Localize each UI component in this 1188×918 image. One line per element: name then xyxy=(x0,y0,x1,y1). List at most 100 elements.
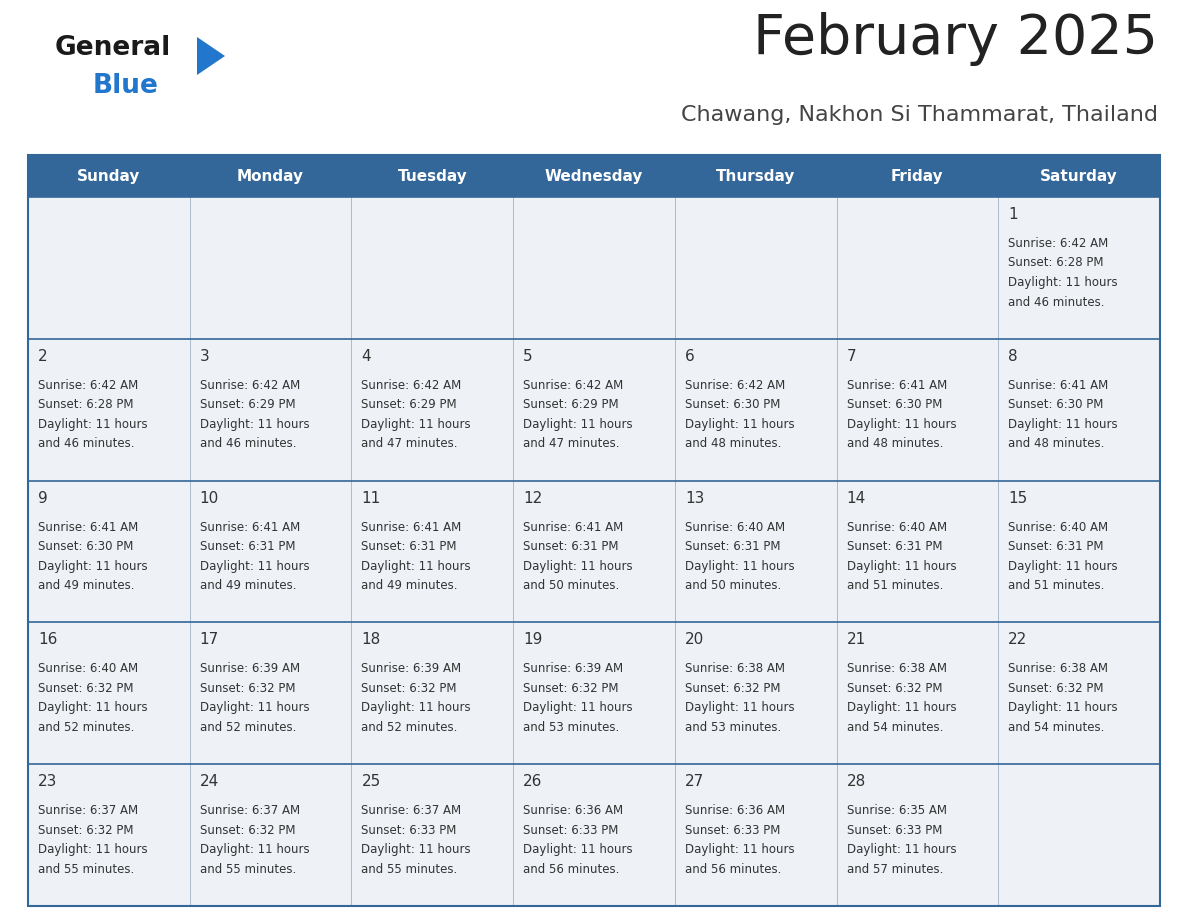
Text: Chawang, Nakhon Si Thammarat, Thailand: Chawang, Nakhon Si Thammarat, Thailand xyxy=(681,105,1158,125)
Bar xyxy=(29,155,1159,906)
Bar xyxy=(675,155,836,197)
Polygon shape xyxy=(197,37,225,75)
Text: Sunset: 6:32 PM: Sunset: 6:32 PM xyxy=(684,682,781,695)
Text: and 52 minutes.: and 52 minutes. xyxy=(361,721,457,733)
Text: Sunrise: 6:42 AM: Sunrise: 6:42 AM xyxy=(684,379,785,392)
Text: and 56 minutes.: and 56 minutes. xyxy=(684,863,782,876)
Text: and 54 minutes.: and 54 minutes. xyxy=(1009,721,1105,733)
Bar xyxy=(513,155,675,197)
Text: Sunset: 6:33 PM: Sunset: 6:33 PM xyxy=(523,823,619,836)
Text: Daylight: 11 hours: Daylight: 11 hours xyxy=(200,844,309,856)
Text: Daylight: 11 hours: Daylight: 11 hours xyxy=(1009,418,1118,431)
Text: 24: 24 xyxy=(200,774,219,789)
Text: Tuesday: Tuesday xyxy=(398,169,467,184)
Text: and 46 minutes.: and 46 minutes. xyxy=(200,437,296,451)
Text: 14: 14 xyxy=(847,490,866,506)
Text: and 57 minutes.: and 57 minutes. xyxy=(847,863,943,876)
Text: Sunset: 6:31 PM: Sunset: 6:31 PM xyxy=(1009,540,1104,554)
Text: Sunset: 6:29 PM: Sunset: 6:29 PM xyxy=(361,398,457,411)
Text: Sunday: Sunday xyxy=(77,169,140,184)
Text: Sunrise: 6:39 AM: Sunrise: 6:39 AM xyxy=(200,663,299,676)
Text: Sunrise: 6:37 AM: Sunrise: 6:37 AM xyxy=(361,804,462,817)
Text: and 53 minutes.: and 53 minutes. xyxy=(684,721,781,733)
Text: Daylight: 11 hours: Daylight: 11 hours xyxy=(684,844,795,856)
Text: and 48 minutes.: and 48 minutes. xyxy=(847,437,943,451)
Text: 9: 9 xyxy=(38,490,48,506)
Text: 17: 17 xyxy=(200,633,219,647)
Text: Daylight: 11 hours: Daylight: 11 hours xyxy=(361,418,472,431)
Text: Sunrise: 6:38 AM: Sunrise: 6:38 AM xyxy=(1009,663,1108,676)
Text: Sunrise: 6:36 AM: Sunrise: 6:36 AM xyxy=(523,804,624,817)
Text: and 50 minutes.: and 50 minutes. xyxy=(523,579,619,592)
Text: Daylight: 11 hours: Daylight: 11 hours xyxy=(523,418,633,431)
Text: Daylight: 11 hours: Daylight: 11 hours xyxy=(1009,701,1118,714)
Text: Daylight: 11 hours: Daylight: 11 hours xyxy=(361,701,472,714)
Text: and 51 minutes.: and 51 minutes. xyxy=(847,579,943,592)
Text: Sunrise: 6:42 AM: Sunrise: 6:42 AM xyxy=(38,379,138,392)
Text: Thursday: Thursday xyxy=(716,169,796,184)
Text: 28: 28 xyxy=(847,774,866,789)
Bar xyxy=(29,764,1159,906)
Text: Daylight: 11 hours: Daylight: 11 hours xyxy=(361,560,472,573)
Text: and 54 minutes.: and 54 minutes. xyxy=(847,721,943,733)
Text: Sunset: 6:32 PM: Sunset: 6:32 PM xyxy=(1009,682,1104,695)
Bar xyxy=(29,155,190,197)
Text: Sunrise: 6:41 AM: Sunrise: 6:41 AM xyxy=(38,521,138,533)
Text: and 47 minutes.: and 47 minutes. xyxy=(523,437,620,451)
Text: Sunrise: 6:42 AM: Sunrise: 6:42 AM xyxy=(1009,237,1108,250)
Text: 23: 23 xyxy=(38,774,57,789)
Text: Sunrise: 6:38 AM: Sunrise: 6:38 AM xyxy=(847,663,947,676)
Text: Sunrise: 6:42 AM: Sunrise: 6:42 AM xyxy=(200,379,299,392)
Text: 3: 3 xyxy=(200,349,209,364)
Text: Sunrise: 6:37 AM: Sunrise: 6:37 AM xyxy=(200,804,299,817)
Text: and 49 minutes.: and 49 minutes. xyxy=(361,579,457,592)
Text: Daylight: 11 hours: Daylight: 11 hours xyxy=(523,844,633,856)
Text: Sunrise: 6:39 AM: Sunrise: 6:39 AM xyxy=(523,663,624,676)
Text: Daylight: 11 hours: Daylight: 11 hours xyxy=(684,418,795,431)
Text: 22: 22 xyxy=(1009,633,1028,647)
Text: Sunset: 6:29 PM: Sunset: 6:29 PM xyxy=(523,398,619,411)
Text: and 55 minutes.: and 55 minutes. xyxy=(361,863,457,876)
Text: Sunset: 6:31 PM: Sunset: 6:31 PM xyxy=(523,540,619,554)
Text: and 56 minutes.: and 56 minutes. xyxy=(523,863,619,876)
Text: 8: 8 xyxy=(1009,349,1018,364)
Text: Sunset: 6:29 PM: Sunset: 6:29 PM xyxy=(200,398,296,411)
Text: 20: 20 xyxy=(684,633,704,647)
Text: 27: 27 xyxy=(684,774,704,789)
Text: Blue: Blue xyxy=(93,73,159,99)
Text: Daylight: 11 hours: Daylight: 11 hours xyxy=(200,560,309,573)
Bar xyxy=(190,155,352,197)
Bar xyxy=(29,622,1159,764)
Text: Daylight: 11 hours: Daylight: 11 hours xyxy=(847,418,956,431)
Text: 7: 7 xyxy=(847,349,857,364)
Text: Sunset: 6:28 PM: Sunset: 6:28 PM xyxy=(38,398,133,411)
Bar xyxy=(29,481,1159,622)
Text: Sunrise: 6:40 AM: Sunrise: 6:40 AM xyxy=(1009,521,1108,533)
Text: Daylight: 11 hours: Daylight: 11 hours xyxy=(38,701,147,714)
Text: 1: 1 xyxy=(1009,207,1018,222)
Text: Sunset: 6:32 PM: Sunset: 6:32 PM xyxy=(523,682,619,695)
Text: 15: 15 xyxy=(1009,490,1028,506)
Text: 5: 5 xyxy=(523,349,532,364)
Bar xyxy=(29,197,1159,339)
Text: 13: 13 xyxy=(684,490,704,506)
Text: Sunrise: 6:40 AM: Sunrise: 6:40 AM xyxy=(38,663,138,676)
Text: and 46 minutes.: and 46 minutes. xyxy=(1009,296,1105,308)
Text: Sunset: 6:31 PM: Sunset: 6:31 PM xyxy=(200,540,295,554)
Text: Sunset: 6:31 PM: Sunset: 6:31 PM xyxy=(684,540,781,554)
Text: Sunset: 6:33 PM: Sunset: 6:33 PM xyxy=(847,823,942,836)
Text: Sunset: 6:30 PM: Sunset: 6:30 PM xyxy=(38,540,133,554)
Text: Daylight: 11 hours: Daylight: 11 hours xyxy=(200,701,309,714)
Text: Sunset: 6:32 PM: Sunset: 6:32 PM xyxy=(847,682,942,695)
Text: Sunset: 6:32 PM: Sunset: 6:32 PM xyxy=(200,682,295,695)
Text: Monday: Monday xyxy=(238,169,304,184)
Text: Daylight: 11 hours: Daylight: 11 hours xyxy=(361,844,472,856)
Text: Sunrise: 6:37 AM: Sunrise: 6:37 AM xyxy=(38,804,138,817)
Text: 26: 26 xyxy=(523,774,543,789)
Bar xyxy=(29,339,1159,481)
Text: Sunrise: 6:41 AM: Sunrise: 6:41 AM xyxy=(523,521,624,533)
Text: Sunset: 6:32 PM: Sunset: 6:32 PM xyxy=(38,682,133,695)
Bar xyxy=(352,155,513,197)
Text: Daylight: 11 hours: Daylight: 11 hours xyxy=(38,844,147,856)
Text: Sunrise: 6:41 AM: Sunrise: 6:41 AM xyxy=(1009,379,1108,392)
